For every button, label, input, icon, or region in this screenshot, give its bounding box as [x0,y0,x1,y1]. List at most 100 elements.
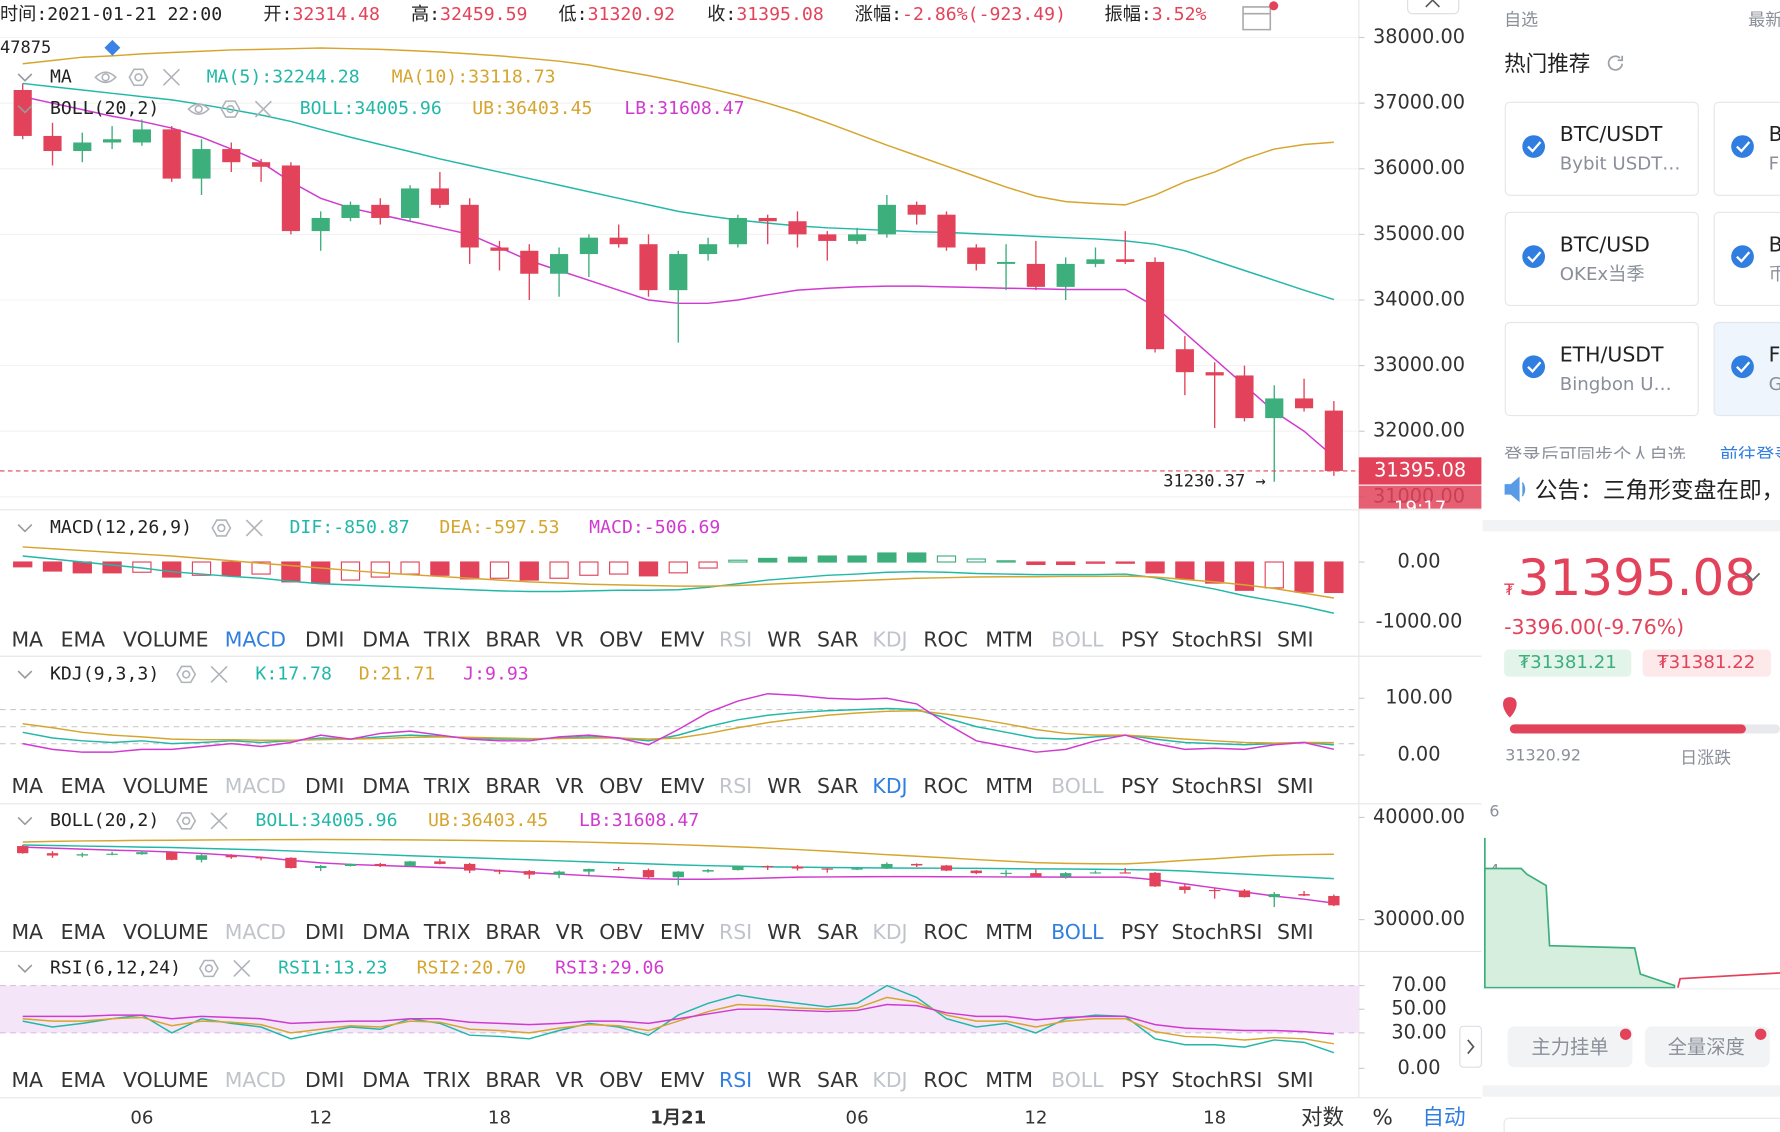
indicator-tab[interactable]: ROC [923,1068,968,1092]
indicator-tab[interactable]: RSI [719,1068,752,1092]
indicator-tab[interactable]: EMA [61,1068,106,1092]
indicator-tab[interactable]: DMI [305,920,344,944]
gear-icon[interactable] [128,68,149,87]
indicator-tab[interactable]: MTM [985,627,1033,651]
indicator-tab[interactable]: KDJ [872,1068,907,1092]
indicator-tab[interactable]: VR [556,627,584,651]
indicator-tab[interactable]: StochRSI [1172,774,1263,798]
indicator-tab[interactable]: StochRSI [1172,920,1263,944]
indicator-tab[interactable]: TRIX [423,920,471,944]
indicator-tab[interactable]: TRIX [423,1068,471,1092]
chevron[interactable] [1745,572,1761,582]
tab[interactable]: 自选 [1504,11,1538,31]
indicator-tab[interactable]: TRIX [423,627,471,651]
button[interactable]: 全量深度 [1668,1035,1745,1058]
indicator-tab[interactable]: SMI [1277,1068,1314,1092]
axis-control[interactable]: % [1372,1105,1392,1130]
indicator-tab[interactable]: WR [767,627,801,651]
tab[interactable]: 最新 [1748,11,1780,31]
indicator-tab[interactable]: EMV [660,1068,705,1092]
indicator-tab[interactable]: SAR [817,1068,859,1092]
indicator-tab[interactable]: OBV [599,920,642,944]
indicator-tab[interactable]: DMA [362,627,409,651]
indicator-tab[interactable]: DMA [362,920,409,944]
collapse-button[interactable] [1459,1025,1483,1068]
axis-control[interactable]: 对数 [1301,1105,1344,1130]
indicator-tab[interactable]: PSY [1121,627,1159,651]
indicator-tab[interactable]: RSI [719,774,752,798]
indicator-tab[interactable]: MTM [985,1068,1033,1092]
close-icon[interactable] [162,68,180,86]
indicator-tab[interactable]: DMI [305,1068,344,1092]
indicator-tab[interactable]: DMA [362,774,409,798]
indicator-tab[interactable]: ROC [923,627,968,651]
indicator-tab[interactable]: SAR [817,774,859,798]
indicator-tab[interactable]: SAR [817,920,859,944]
indicator-tab[interactable]: VR [556,920,584,944]
card[interactable] [1504,211,1699,307]
scroll-up-button[interactable] [1407,0,1460,15]
eye-icon[interactable] [94,71,117,84]
indicator-tab[interactable]: OBV [599,774,642,798]
indicator-tab[interactable]: BOLL [1051,627,1104,651]
button[interactable]: 主力挂单 [1531,1035,1608,1058]
indicator-tab[interactable]: BRAR [485,920,541,944]
indicator-tab[interactable]: KDJ [872,774,907,798]
indicator-tab[interactable]: ROC [923,920,968,944]
indicator-tab[interactable]: EMV [660,774,705,798]
indicator-tab[interactable]: SMI [1277,920,1314,944]
indicator-tab[interactable]: MA [11,627,43,651]
indicator-tab[interactable]: MACD [225,627,286,651]
gear-icon[interactable] [220,100,241,118]
indicator-tab[interactable]: KDJ [872,920,907,944]
calendar-icon[interactable] [1242,6,1272,31]
indicator-tab[interactable]: MACD [225,774,286,798]
axis-control[interactable]: 自动 [1422,1105,1465,1130]
indicator-tab[interactable]: SAR [817,627,859,651]
gear-icon[interactable] [176,665,197,684]
indicator-tab[interactable]: StochRSI [1172,1068,1263,1092]
indicator-tab[interactable]: EMA [61,774,106,798]
indicator-tab[interactable]: SMI [1277,774,1314,798]
collapse-chevron[interactable] [17,964,33,973]
indicator-tab[interactable]: DMI [305,627,344,651]
indicator-tab[interactable]: OBV [599,627,642,651]
collapse-chevron[interactable] [17,105,33,114]
collapse-chevron[interactable] [17,816,33,826]
card[interactable] [1504,101,1699,196]
indicator-tab[interactable]: PSY [1121,774,1159,798]
close-icon[interactable] [254,100,272,118]
indicator-tab[interactable]: EMA [61,627,106,651]
indicator-tab[interactable]: WR [767,920,801,944]
indicator-tab[interactable]: DMI [305,774,344,798]
close-icon[interactable] [210,812,228,830]
indicator-tab[interactable]: PSY [1121,920,1159,944]
indicator-tab[interactable]: EMV [660,627,705,651]
indicator-tab[interactable]: BOLL [1051,920,1104,944]
gear-icon[interactable] [198,959,219,978]
close-icon[interactable] [233,959,251,977]
indicator-tab[interactable]: BRAR [485,774,541,798]
indicator-tab[interactable]: BOLL [1051,774,1104,798]
indicator-tab[interactable]: MA [11,920,43,944]
indicator-tab[interactable]: KDJ [872,627,907,651]
gear-icon[interactable] [211,519,232,537]
indicator-tab[interactable]: VOLUME [123,627,209,651]
indicator-tab[interactable]: VR [556,774,584,798]
eye-icon[interactable] [187,103,211,115]
indicator-tab[interactable]: DMA [362,1068,409,1092]
indicator-tab[interactable]: MACD [225,1068,286,1092]
indicator-tab[interactable]: EMV [660,920,705,944]
indicator-tab[interactable]: StochRSI [1172,627,1263,651]
button-bg[interactable] [1644,1026,1770,1068]
indicator-tab[interactable]: SMI [1277,627,1314,651]
indicator-tab[interactable]: MTM [985,920,1033,944]
indicator-tab[interactable]: BRAR [485,1068,541,1092]
indicator-tab[interactable]: MA [11,774,43,798]
indicator-tab[interactable]: OBV [599,1068,642,1092]
indicator-tab[interactable]: PSY [1121,1068,1159,1092]
collapse-chevron[interactable] [17,670,33,679]
indicator-tab[interactable]: VOLUME [123,920,209,944]
indicator-tab[interactable]: TRIX [423,774,471,798]
gear-icon[interactable] [176,812,197,830]
